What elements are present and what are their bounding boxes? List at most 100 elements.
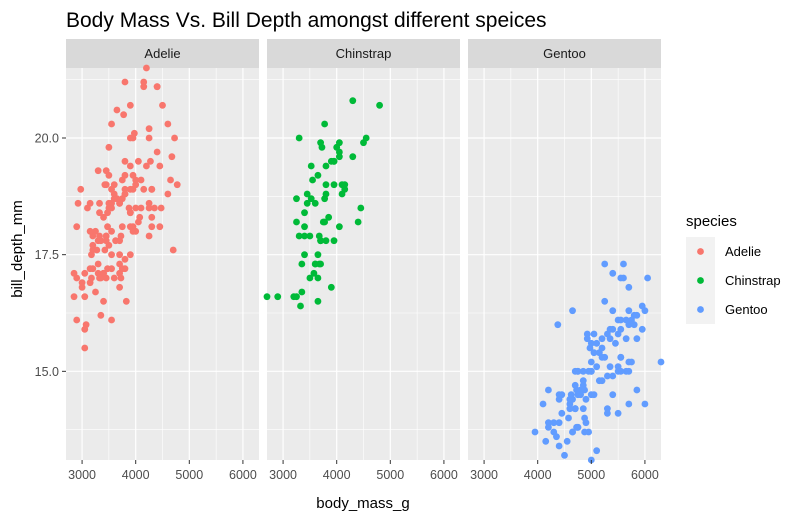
data-point-chinstrap [360,139,367,147]
data-point-gentoo [565,414,572,422]
data-point-gentoo [633,311,641,319]
data-point-adelie [122,297,130,305]
data-point-adelie [86,227,94,235]
data-point-gentoo [558,409,566,417]
data-point-adelie [116,283,124,291]
data-point-chinstrap [295,232,303,240]
data-point-gentoo [601,260,609,268]
data-point-gentoo [603,372,611,380]
data-point-gentoo [609,269,617,277]
data-point-chinstrap [376,101,383,109]
data-point-adelie [100,269,107,277]
data-point-gentoo [545,386,552,394]
data-point-adelie [104,223,111,231]
x-axes: 3000 4000 5000 6000 3000 4000 5000 6000 3000 4000… [68,460,659,482]
data-point-adelie [84,204,91,212]
data-point-chinstrap [303,190,311,198]
facet-strip [66,39,259,68]
data-point-adelie [140,78,148,86]
data-point-gentoo [638,325,646,333]
data-point-gentoo [617,353,625,361]
data-point-adelie [153,83,161,91]
data-point-gentoo [598,335,606,343]
data-point-adelie [105,171,113,179]
legend: species Adelie Chinstrap Gentoo [686,213,781,324]
data-point-gentoo [628,358,635,366]
data-point-adelie [81,293,89,301]
data-point-chinstrap [293,218,300,226]
data-point-gentoo [612,339,619,347]
data-point-gentoo [609,307,617,315]
data-point-gentoo [581,428,589,436]
data-point-gentoo [641,400,649,408]
data-point-adelie [118,176,126,184]
data-point-adelie [130,129,138,137]
data-point-adelie [86,265,94,273]
data-point-adelie [126,162,134,170]
y-tick-label: 20.0 [35,132,59,146]
data-point-chinstrap [301,209,308,217]
data-point-gentoo [603,409,611,417]
data-point-adelie [145,204,153,212]
data-point-gentoo [603,405,611,413]
data-point-gentoo [625,400,633,408]
data-point-adelie [77,185,85,193]
data-point-gentoo [581,414,589,422]
data-point-adelie [157,204,165,212]
data-point-gentoo [625,283,633,291]
data-point-gentoo [606,363,614,371]
data-point-adelie [93,246,101,254]
facet-strip-label: Adelie [144,46,180,61]
x-tick-label: 5000 [175,468,203,482]
data-point-gentoo [585,367,593,375]
data-point-adelie [89,241,97,249]
data-point-adelie [171,134,178,142]
data-point-adelie [120,111,128,119]
data-point-chinstrap [298,260,306,268]
data-point-adelie [113,195,121,203]
data-point-gentoo [622,335,630,343]
data-point-gentoo [573,423,580,431]
data-point-gentoo [598,377,606,385]
data-point-adelie [73,223,81,231]
data-point-adelie [121,157,129,165]
data-point-adelie [81,325,89,333]
data-point-adelie [88,251,95,259]
data-point-adelie [73,316,81,324]
data-point-gentoo [590,391,598,399]
data-point-adelie [81,269,89,277]
data-point-adelie [121,255,129,263]
legend-label-adelie: Adelie [725,244,761,259]
data-point-gentoo [606,325,614,333]
data-point-adelie [81,344,89,352]
facet-panel-adelie: Adelie [66,39,259,460]
data-point-gentoo [571,405,579,413]
data-point-adelie [105,199,113,207]
data-point-chinstrap [274,293,282,301]
data-point-gentoo [614,367,622,375]
data-point-chinstrap [303,199,311,207]
x-tick-label: 4000 [122,468,150,482]
data-point-adelie [108,227,115,235]
data-point-adelie [108,316,115,324]
data-point-gentoo [582,395,590,403]
data-point-chinstrap [293,195,300,203]
data-point-chinstrap [330,157,338,165]
data-point-chinstrap [295,134,303,142]
data-point-adelie [148,185,156,193]
data-point-gentoo [614,316,622,324]
data-point-adelie [145,199,153,207]
data-point-adelie [147,157,154,165]
data-point-gentoo [625,307,633,315]
data-point-chinstrap [301,223,308,231]
data-point-adelie [74,199,82,207]
data-point-adelie [148,223,156,231]
data-point-adelie [156,162,164,170]
data-point-adelie [164,120,172,128]
data-point-chinstrap [317,139,325,147]
data-point-adelie [94,167,102,175]
data-point-adelie [100,297,107,305]
data-point-chinstrap [325,213,333,221]
data-point-adelie [102,237,110,245]
data-point-chinstrap [338,181,346,189]
